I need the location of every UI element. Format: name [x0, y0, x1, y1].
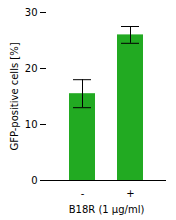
svg-text:0: 0 — [31, 175, 37, 186]
svg-text:B18R (1 µg/ml): B18R (1 µg/ml) — [69, 204, 145, 215]
svg-text:20: 20 — [25, 63, 38, 74]
svg-text:-: - — [81, 188, 85, 199]
svg-text:30: 30 — [25, 7, 38, 18]
svg-text:+: + — [126, 188, 134, 199]
svg-text:10: 10 — [25, 119, 38, 130]
svg-text:GFP-positive cells [%]: GFP-positive cells [%] — [9, 42, 20, 150]
